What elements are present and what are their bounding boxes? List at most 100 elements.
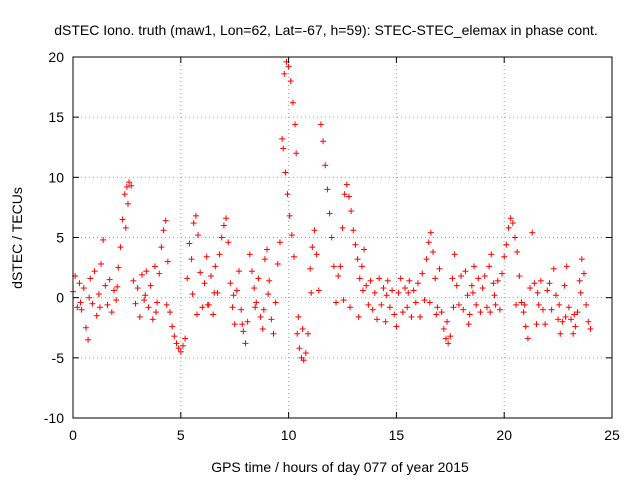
- data-point: [233, 287, 240, 294]
- data-point: [113, 297, 120, 304]
- data-point: [587, 325, 594, 332]
- data-point: [223, 215, 230, 222]
- data-point: [207, 273, 214, 280]
- data-point: [134, 285, 141, 292]
- data-point: [270, 330, 277, 337]
- axes: 0 5 10 15 20 25 -10 -5 0 5 10 15 20: [44, 49, 620, 443]
- data-point: [171, 333, 178, 340]
- data-point: [483, 304, 490, 311]
- data-point: [281, 70, 288, 77]
- data-point: [393, 323, 400, 330]
- data-point: [308, 289, 315, 296]
- data-point: [130, 277, 137, 284]
- data-point: [292, 121, 299, 128]
- data-point: [350, 227, 357, 234]
- data-point: [268, 316, 275, 323]
- data-point: [488, 251, 495, 258]
- data-point: [279, 135, 286, 142]
- data-point: [188, 256, 195, 263]
- data-point: [365, 301, 372, 308]
- data-point: [335, 273, 342, 280]
- data-point: [533, 321, 540, 328]
- data-point: [462, 268, 469, 275]
- data-point: [432, 275, 439, 282]
- data-point: [163, 301, 170, 308]
- data-point: [531, 280, 538, 287]
- data-point: [514, 248, 521, 255]
- data-point: [248, 268, 255, 275]
- data-point: [477, 309, 484, 316]
- data-point: [257, 313, 264, 320]
- data-point: [87, 275, 94, 282]
- data-point: [503, 241, 510, 248]
- data-point: [577, 289, 584, 296]
- data-point: [557, 330, 564, 337]
- data-point: [290, 253, 297, 260]
- data-point: [86, 294, 93, 301]
- data-point: [427, 229, 434, 236]
- data-point: [486, 263, 493, 270]
- data-point: [339, 224, 346, 231]
- data-point: [412, 299, 419, 306]
- data-point: [74, 304, 81, 311]
- data-point: [311, 227, 318, 234]
- data-point: [324, 186, 331, 193]
- data-point: [305, 330, 312, 337]
- data-point: [272, 299, 279, 306]
- data-point: [98, 260, 105, 267]
- data-point: [458, 273, 465, 280]
- data-point: [481, 273, 488, 280]
- data-point: [280, 145, 287, 152]
- data-point: [369, 306, 376, 313]
- data-point: [158, 244, 165, 251]
- data-point: [460, 306, 467, 313]
- data-point: [121, 191, 128, 198]
- data-point: [164, 258, 171, 265]
- data-point: [229, 304, 236, 311]
- data-points: [70, 58, 594, 364]
- data-point: [548, 306, 555, 313]
- data-point: [544, 287, 551, 294]
- data-point: [276, 239, 283, 246]
- data-point: [295, 313, 302, 320]
- data-point: [499, 270, 506, 277]
- x-tick-label: 10: [281, 427, 297, 443]
- data-point: [355, 313, 362, 320]
- data-point: [330, 263, 337, 270]
- data-point: [102, 282, 109, 289]
- data-point: [433, 311, 440, 318]
- data-point: [189, 291, 196, 298]
- data-point: [414, 280, 421, 287]
- data-point: [85, 336, 92, 343]
- data-point: [464, 292, 471, 299]
- y-tick-label: 0: [56, 290, 64, 306]
- data-point: [225, 239, 232, 246]
- data-point: [399, 309, 406, 316]
- data-point: [542, 321, 549, 328]
- data-point: [340, 297, 347, 304]
- data-point: [378, 301, 385, 308]
- data-point: [227, 280, 234, 287]
- data-point: [359, 287, 366, 294]
- data-point: [445, 340, 452, 347]
- data-point: [145, 304, 152, 311]
- data-point: [391, 311, 398, 318]
- data-point: [468, 282, 475, 289]
- data-point: [571, 311, 578, 318]
- data-point: [294, 330, 301, 337]
- data-point: [299, 325, 306, 332]
- data-point: [240, 328, 247, 335]
- data-point: [153, 309, 160, 316]
- data-point: [266, 277, 273, 284]
- y-tick-label: -10: [44, 410, 64, 426]
- data-point: [242, 340, 249, 347]
- data-point: [444, 318, 451, 325]
- data-point: [406, 277, 413, 284]
- data-point: [455, 301, 462, 308]
- data-point: [93, 312, 100, 319]
- data-point: [82, 324, 89, 331]
- data-point: [193, 311, 200, 318]
- x-tick-label: 25: [604, 427, 620, 443]
- data-point: [453, 282, 460, 289]
- data-point: [177, 348, 184, 355]
